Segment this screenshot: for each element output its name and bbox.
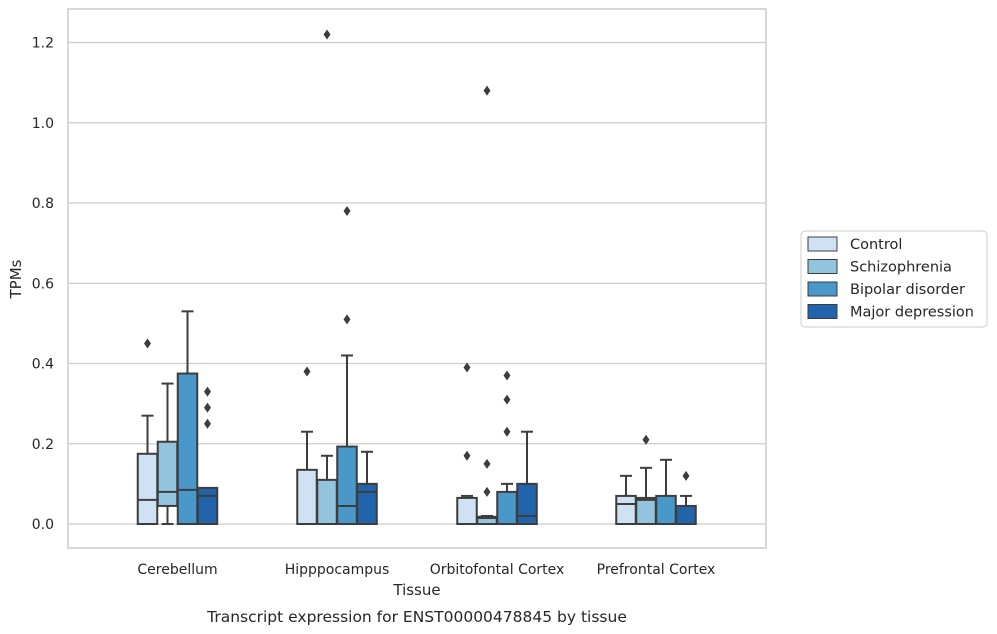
outlier-point (343, 314, 351, 325)
y-axis-label: TPMs (7, 259, 25, 299)
box-body (176, 372, 199, 525)
outlier-point (303, 366, 311, 377)
outlier-point (503, 370, 511, 381)
y-tick-label: 0.2 (32, 437, 54, 453)
box-3-0 (196, 386, 219, 526)
outlier-point (503, 394, 511, 405)
y-tick-label: 0.6 (32, 276, 54, 292)
box-0-2 (456, 362, 478, 526)
box-body (316, 478, 338, 525)
y-tick-label: 0.4 (32, 357, 54, 373)
x-axis-ticks: Cerebellum Hipppocampus Orbitofontal Corte… (137, 562, 715, 578)
x-axis-label: Tissue (392, 581, 440, 599)
legend-swatch (807, 281, 838, 297)
box-1-3 (635, 434, 657, 526)
box-2-0 (176, 310, 199, 525)
box-body (675, 504, 697, 526)
box-body (635, 496, 657, 526)
y-tick-label: 1.2 (32, 36, 54, 52)
box-0-1 (296, 366, 318, 525)
outlier-point (204, 418, 211, 429)
x-tick-label: Cerebellum (137, 562, 217, 578)
box-1-2 (476, 85, 498, 526)
legend-swatch (807, 259, 838, 274)
box-0-0 (136, 338, 159, 525)
y-tick-label: 1.0 (32, 116, 54, 132)
box-body (496, 490, 518, 525)
outlier-point (642, 434, 650, 445)
outlier-point (483, 85, 491, 96)
x-tick-label: Orbitofontal Cortex (430, 562, 565, 578)
y-tick-label: 0.8 (32, 196, 54, 212)
outlier-point (463, 450, 471, 461)
legend: Control Schizophrenia Bipolar disorder Majo… (800, 230, 988, 328)
box-body (336, 445, 358, 525)
outlier-point (483, 486, 491, 497)
outlier-point (463, 362, 471, 373)
box-body (356, 482, 378, 525)
box-2-2 (496, 370, 518, 525)
outlier-point (682, 470, 690, 481)
box-body (196, 486, 219, 526)
box-body (655, 494, 677, 526)
legend-label: Schizophrenia (850, 260, 952, 276)
box-0-3 (615, 474, 637, 526)
legend-label: Control (850, 237, 902, 253)
box-1-1 (316, 29, 338, 525)
legend-frame (800, 230, 988, 328)
y-tick-label: 0.0 (32, 517, 54, 533)
y-axis-ticks: 0.0 0.2 0.4 0.6 0.8 1.0 1.2 (32, 36, 54, 534)
outlier-point (343, 206, 351, 217)
outlier-point (144, 338, 151, 349)
box-3-1 (356, 450, 378, 525)
box-2-1 (336, 206, 358, 525)
outlier-point (204, 402, 211, 413)
x-tick-label: Hipppocampus (285, 562, 390, 578)
box-plot-series (136, 29, 697, 526)
legend-swatch (807, 236, 838, 252)
box-3-2 (516, 430, 538, 525)
x-tick-label: Prefrontal Cortex (597, 562, 716, 578)
legend-swatch (807, 304, 838, 319)
box-1-0 (156, 382, 179, 525)
legend-label: Major depression (850, 305, 974, 321)
outlier-point (483, 458, 491, 469)
box-body (615, 494, 637, 526)
outlier-point (204, 386, 211, 397)
box-3-3 (675, 470, 697, 526)
box-body (136, 452, 159, 525)
legend-label: Bipolar disorder (850, 282, 965, 298)
box-body (456, 496, 478, 526)
box-body (516, 482, 538, 525)
box-2-3 (655, 458, 677, 526)
box-body (156, 440, 179, 507)
outlier-point (323, 29, 331, 40)
plot-frame (67, 8, 767, 549)
chart-caption: Transcript expression for ENST0000047884… (206, 608, 627, 626)
box-body (296, 468, 318, 525)
outlier-point (503, 426, 511, 437)
